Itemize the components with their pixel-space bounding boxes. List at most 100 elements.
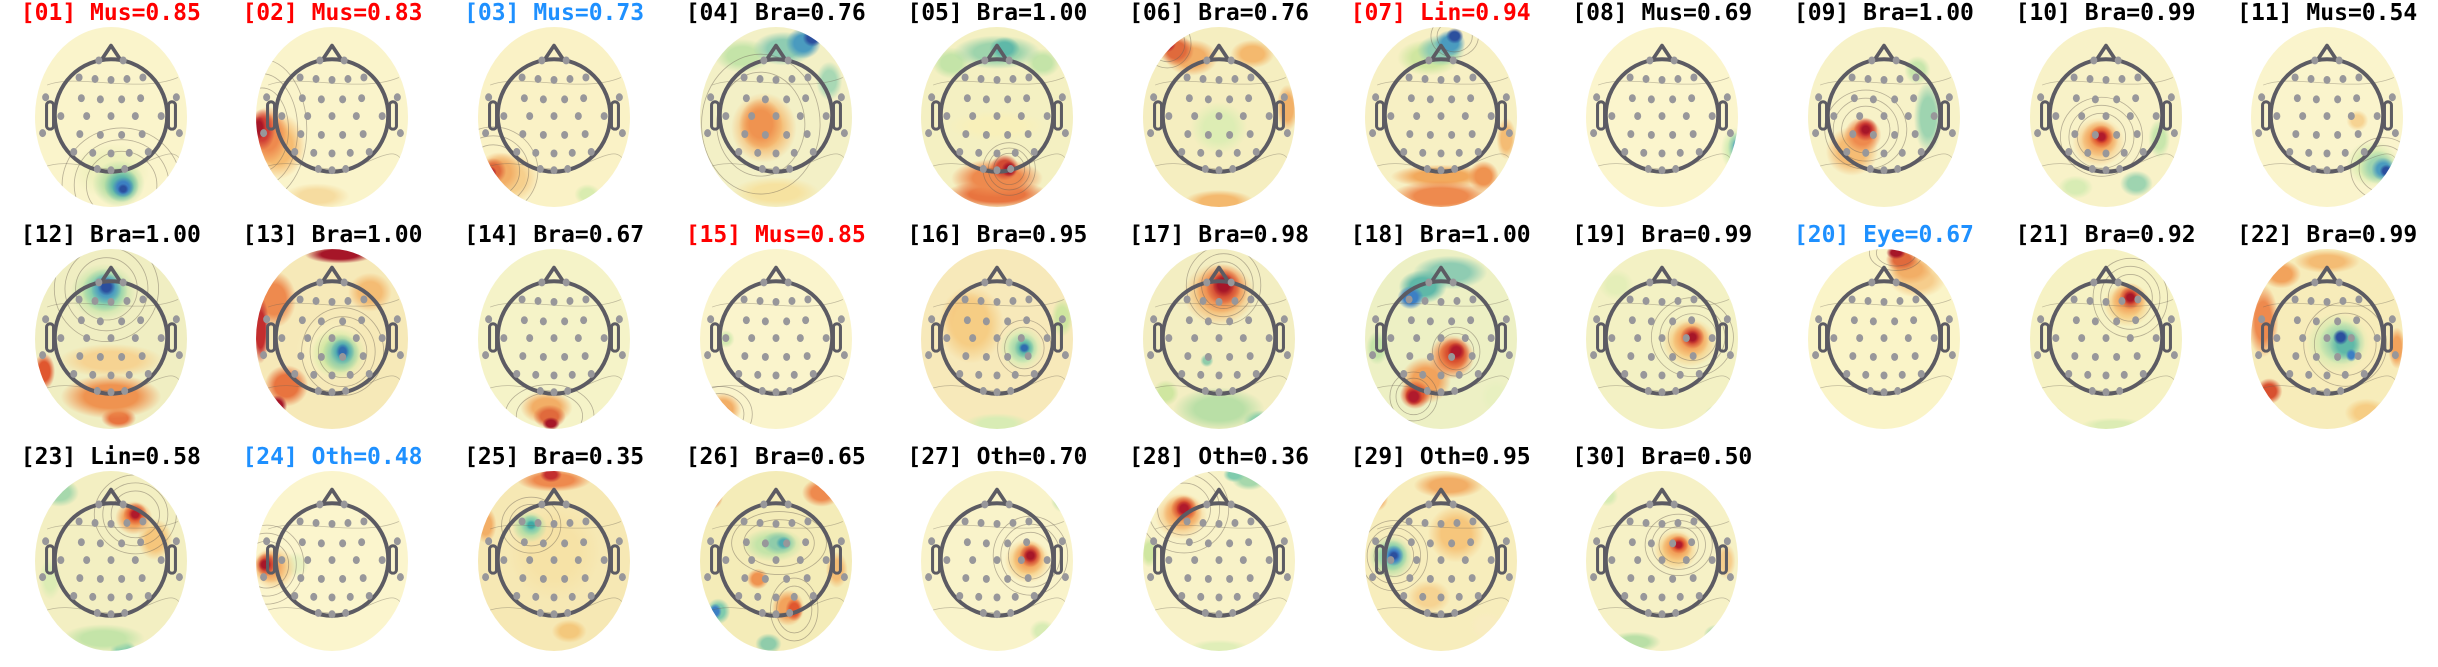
topomap[interactable] [1364,27,1517,207]
component-title: [09] Bra=1.00 [1793,1,1974,26]
topomap[interactable] [1807,249,1960,429]
contour-ring [699,386,753,429]
electrode-dot [1018,112,1026,121]
electrode-dot [315,165,323,173]
ear-left [1153,100,1164,131]
electrode-dot [1896,297,1904,305]
electrode-dot [706,93,714,102]
electrode-dot [1201,609,1209,617]
electrode-dot [538,500,546,509]
electrode-dot [1150,537,1158,546]
topomap[interactable] [1807,27,1960,207]
ear-right [2383,322,2394,353]
electrode-dot [753,592,761,601]
topomap[interactable] [478,471,631,651]
ear-left [2039,322,2050,353]
electrode-dot [2086,297,2094,305]
head-overlay [1368,27,1514,175]
electrode-dot [2335,278,2343,287]
contour-ring [2107,273,2153,322]
electrode-dot [1426,317,1434,326]
topomap[interactable] [1586,27,1739,207]
electrode-dot [131,334,139,343]
electrode-dot [353,334,361,343]
topomap[interactable] [34,249,187,429]
electrode-dot [1634,334,1642,343]
topomap[interactable] [1586,249,1739,429]
electrode-dot [1727,351,1735,360]
topomap[interactable] [921,471,1074,651]
electrode-dot [394,537,402,546]
topomap[interactable] [1364,471,1517,651]
topomap[interactable] [1586,471,1739,651]
electrode-dot [1645,387,1653,395]
electrode-dot [1930,112,1938,121]
topomap[interactable] [256,249,409,429]
topomap[interactable] [699,471,852,651]
electrode-dot [1424,500,1432,509]
electrode-dot [1233,370,1241,379]
electrode-dot [2323,388,2331,397]
nose [1206,265,1232,285]
component-cell: [06] Bra=0.76 [1108,1,1330,223]
nose [98,265,123,285]
electrode-dot [1371,537,1379,546]
topomap[interactable] [1364,249,1517,429]
topomap[interactable] [1142,27,1295,207]
electrode-dot [785,387,793,395]
contour-ring [1149,27,1186,63]
topomap[interactable] [478,27,631,207]
electrode-dot [1648,130,1656,139]
topomap[interactable] [699,249,852,429]
topomap[interactable] [478,249,631,429]
component-cell: [13] Bra=1.00 [222,223,444,445]
contour-ring [769,577,819,642]
topomap[interactable] [34,27,187,207]
topomap[interactable] [1142,249,1295,429]
topomap[interactable] [921,249,1074,429]
electrode-dot [1629,316,1637,325]
electrode-dot [1215,556,1223,565]
electrode-dot [172,537,180,546]
topomap[interactable] [921,27,1074,207]
topomap[interactable] [1142,471,1295,651]
electrode-dot [2389,93,2397,102]
topomap[interactable] [256,471,409,651]
electrode-dot [1437,112,1445,121]
electrode-dot [1412,556,1420,565]
ear-right [1053,544,1064,575]
topomap[interactable] [2251,27,2404,207]
head-overlay [256,487,406,619]
topomap[interactable] [699,27,852,207]
electrode-dot [1437,371,1445,380]
electrode-dot [822,334,830,343]
topomap[interactable] [2251,249,2404,429]
ear-right [1718,100,1729,131]
contour-ring [1832,97,1899,162]
contour-line [1151,375,1293,392]
electrode-dot [587,592,595,600]
electrode-dot [534,75,542,83]
topomap[interactable] [256,27,409,207]
electrode-dot [519,130,527,138]
topomap[interactable] [34,471,187,651]
electrode-dot [70,370,78,378]
electrode-dot [117,539,125,548]
electrode-dot [260,351,268,360]
electrode-dot [580,538,588,547]
contour-line [265,153,406,170]
component-title: [11] Mus=0.54 [2237,1,2418,26]
nose [1871,43,1897,63]
electrode-dot [1634,556,1642,565]
topomap[interactable] [2029,249,2182,429]
electrode-dot [2273,334,2281,343]
nose [985,265,1010,285]
electrode-dot [107,610,115,619]
electrode-dot [1892,278,1900,287]
topomap[interactable] [2029,27,2182,207]
electrode-dot [1724,93,1732,102]
electrode-dot [57,112,65,121]
electrode-dot [1911,352,1919,360]
electrode-dot [1226,574,1234,583]
